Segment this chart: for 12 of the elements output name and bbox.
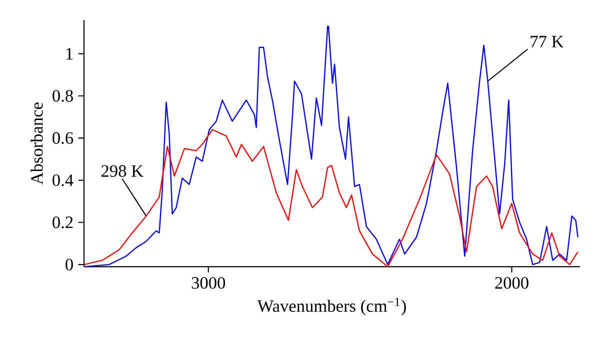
y-tick-label: 0 — [66, 258, 73, 270]
y-tick-label: 0.6 — [52, 132, 74, 144]
y-tick-label: 0.4 — [52, 174, 74, 186]
x-tick-label: 2000 — [495, 277, 528, 289]
text: 77 K — [530, 36, 564, 48]
x-axis-title: Wavenumbers (cm$^{−1}$) — [257, 298, 406, 316]
x-tick-label: 3000 — [192, 277, 226, 289]
y-tick-label: 0.8 — [52, 90, 73, 102]
y-tick-label: 1 — [66, 48, 73, 60]
y-tick-label: 0.2 — [52, 216, 73, 228]
y-axis-title: Absorbance — [30, 102, 43, 185]
series-label: 298 K — [102, 165, 144, 177]
